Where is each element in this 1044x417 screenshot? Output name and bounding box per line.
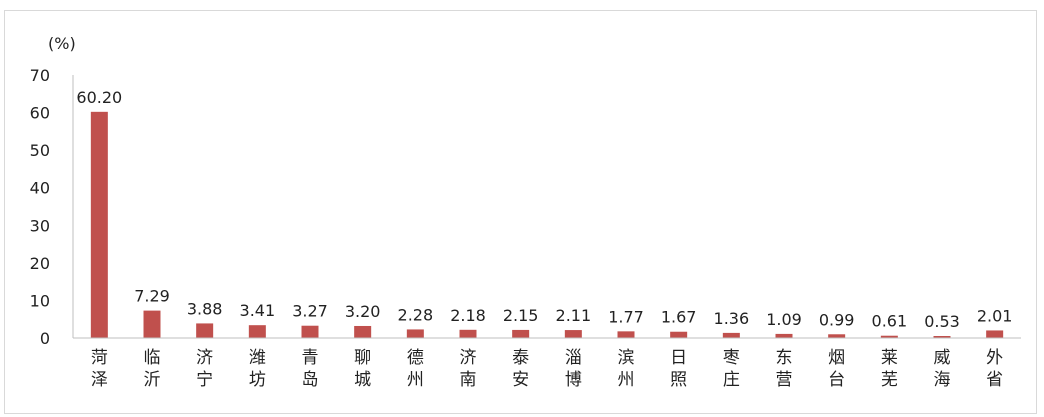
bar <box>90 111 108 338</box>
x-category-label: 菏 <box>91 348 108 368</box>
data-label: 0.61 <box>872 312 908 331</box>
data-label: 1.67 <box>661 308 697 327</box>
data-label: 1.36 <box>714 309 750 328</box>
bar <box>459 329 477 338</box>
data-label: 2.01 <box>977 306 1013 325</box>
x-category-label: 济 <box>196 348 213 368</box>
x-category-label: 州 <box>407 370 424 390</box>
x-category-label: 滨 <box>618 348 635 368</box>
x-category-label: 外 <box>986 348 1003 368</box>
y-tick-label: 20 <box>30 254 50 273</box>
x-category-label: 营 <box>776 370 793 390</box>
x-category-label: 宁 <box>196 370 213 390</box>
bar <box>564 330 582 338</box>
chart-frame <box>4 10 1037 414</box>
x-category-label: 日 <box>670 348 687 368</box>
x-category-label: 淄 <box>565 348 582 368</box>
x-category-label: 枣 <box>723 348 740 368</box>
x-category-label: 莱 <box>881 348 898 368</box>
data-label: 1.77 <box>608 307 644 326</box>
bar <box>722 332 740 338</box>
x-category-label: 城 <box>354 370 371 390</box>
x-category-label: 聊 <box>354 348 371 368</box>
x-category-label: 台 <box>828 370 845 390</box>
x-category-label: 沂 <box>144 370 161 390</box>
data-label: 0.99 <box>819 310 855 329</box>
bar <box>775 333 793 338</box>
data-label: 3.20 <box>345 302 381 321</box>
bar <box>143 310 161 338</box>
x-category-label: 泰 <box>512 348 529 368</box>
y-tick-label: 40 <box>30 179 50 198</box>
x-category-label: 省 <box>986 370 1003 390</box>
bar <box>933 336 951 338</box>
x-category-label: 烟 <box>828 348 845 368</box>
y-tick-label: 70 <box>30 66 50 85</box>
bar <box>617 331 635 338</box>
x-category-label: 潍 <box>249 348 266 368</box>
data-label: 2.18 <box>450 306 486 325</box>
x-category-label: 坊 <box>249 370 266 390</box>
x-category-label: 临 <box>144 348 161 368</box>
data-label: 3.27 <box>292 302 328 321</box>
x-category-label: 青 <box>302 348 319 368</box>
data-label: 2.28 <box>398 305 434 324</box>
x-category-label: 东 <box>776 348 793 368</box>
bars <box>90 111 1004 338</box>
x-category-label: 海 <box>934 370 951 390</box>
y-axis: 0 10 20 30 40 50 60 70 <box>30 66 74 348</box>
bar <box>880 335 898 338</box>
data-label: 1.09 <box>766 310 802 329</box>
bar <box>354 325 372 338</box>
x-category-label: 州 <box>618 370 635 390</box>
y-tick-label: 30 <box>30 216 50 235</box>
data-label: 2.15 <box>503 306 539 325</box>
y-tick-label: 50 <box>30 141 50 160</box>
x-category-label: 安 <box>512 370 529 390</box>
bar <box>986 330 1004 338</box>
y-tick-label: 60 <box>30 104 50 123</box>
bar <box>828 334 846 338</box>
bar <box>406 329 424 338</box>
y-axis-unit-label: (%) <box>48 34 76 53</box>
data-label: 3.88 <box>187 299 223 318</box>
data-label: 60.20 <box>76 88 122 107</box>
data-label: 7.29 <box>134 287 170 306</box>
data-label: 0.53 <box>924 312 960 331</box>
x-category-label: 南 <box>460 370 477 390</box>
bar <box>670 331 688 338</box>
x-category-label: 济 <box>460 348 477 368</box>
x-category-label: 博 <box>565 370 582 390</box>
data-labels: 60.20 7.29 3.88 3.41 3.27 3.20 2.28 2.18 2.15 2.1… <box>76 88 1012 331</box>
x-category-label: 庄 <box>723 370 740 390</box>
bar <box>301 325 319 338</box>
x-category-label: 岛 <box>302 370 319 390</box>
y-tick-label: 0 <box>40 329 50 348</box>
data-label: 3.41 <box>240 301 276 320</box>
data-label: 2.11 <box>556 306 592 325</box>
x-category-label: 泽 <box>91 370 108 390</box>
x-category-label: 威 <box>934 348 951 368</box>
bar <box>248 325 266 338</box>
x-category-label: 德 <box>407 348 424 368</box>
bar <box>512 329 530 338</box>
x-category-label: 芜 <box>881 370 898 390</box>
y-tick-label: 10 <box>30 291 50 310</box>
x-category-label: 照 <box>670 370 687 390</box>
bar <box>196 323 214 338</box>
